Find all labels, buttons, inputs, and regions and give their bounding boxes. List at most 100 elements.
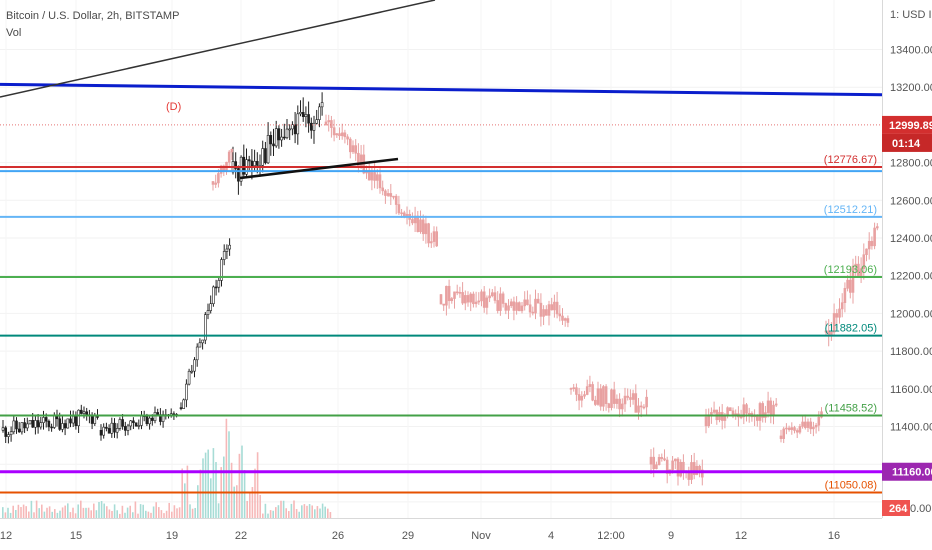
triangle-support-line[interactable]: [239, 157, 399, 180]
candle: [299, 112, 302, 115]
volume-bar: [61, 507, 64, 518]
candle: [211, 181, 215, 185]
current-price-value: 12999.89: [889, 120, 932, 132]
candle: [250, 160, 254, 167]
candle: [411, 219, 414, 224]
candle: [115, 428, 119, 433]
candle: [812, 426, 815, 430]
price-tick-label: 11400.00: [890, 422, 932, 434]
candle: [795, 430, 799, 433]
volume-value: 264: [889, 503, 908, 515]
candle: [710, 412, 713, 416]
candle: [493, 292, 497, 301]
price-tick-label: 11600.00: [890, 384, 932, 396]
candle: [830, 331, 833, 335]
candle: [453, 291, 456, 299]
candle: [217, 280, 221, 288]
candle: [779, 435, 783, 439]
volume-bar: [301, 505, 303, 518]
candle: [445, 285, 448, 306]
volume-bar: [158, 507, 160, 518]
volume-bar: [230, 462, 233, 518]
candle: [607, 403, 611, 408]
candle: [761, 403, 765, 418]
candle: [692, 462, 696, 475]
candle: [817, 416, 821, 426]
candle: [201, 339, 204, 344]
candle: [190, 370, 194, 373]
volume-bar: [243, 469, 246, 518]
volume-bar: [139, 504, 142, 518]
candle: [332, 127, 336, 136]
volume-bar: [178, 507, 181, 518]
candle: [4, 427, 7, 437]
volume-bar: [87, 507, 90, 518]
countdown-tag: [882, 133, 932, 152]
candle: [58, 418, 62, 430]
candle: [531, 311, 535, 314]
candle: [610, 389, 613, 408]
volume-bar: [106, 506, 108, 518]
rising-trendline[interactable]: [0, 0, 436, 98]
candle: [375, 174, 379, 181]
volume-bar: [329, 512, 332, 518]
candle: [854, 263, 858, 267]
candle: [219, 165, 223, 174]
candle: [124, 426, 127, 431]
candle: [52, 415, 56, 428]
candle: [234, 161, 237, 169]
candle: [132, 420, 135, 424]
current-price-tag: [882, 115, 932, 134]
candle: [145, 416, 149, 425]
volume-bar: [132, 512, 134, 518]
candle: [615, 398, 619, 404]
symbol-title[interactable]: Bitcoin / U.S. Dollar, 2h, BITSTAMP: [6, 10, 180, 22]
time-axis-panel[interactable]: [0, 518, 932, 550]
candle: [338, 133, 341, 137]
volume-bar: [319, 508, 321, 518]
price-tick-label: 13400.00: [890, 45, 932, 57]
candle: [214, 286, 218, 289]
volume-bar: [67, 503, 69, 518]
candle: [17, 428, 21, 433]
candle: [469, 293, 473, 303]
volume-bar: [116, 510, 118, 518]
price-tick-label: 12000.00: [890, 308, 932, 320]
price-tick-label: 11800.00: [890, 346, 932, 358]
candle: [463, 295, 467, 304]
volume-bar: [137, 513, 139, 518]
candle: [671, 460, 674, 471]
volume-bar: [327, 508, 329, 518]
candle: [301, 112, 305, 117]
candle: [153, 412, 157, 421]
candle: [485, 297, 489, 308]
candle: [482, 291, 486, 308]
candle: [242, 156, 246, 175]
candle: [798, 426, 802, 433]
candle: [327, 120, 331, 123]
candle: [477, 300, 481, 303]
volume-bar: [194, 507, 196, 518]
candle: [69, 418, 72, 424]
candle: [93, 414, 97, 424]
candle: [712, 409, 716, 413]
candle: [307, 114, 310, 124]
volume-bar: [134, 501, 137, 518]
volume-bar: [168, 502, 170, 518]
volume-indicator-title[interactable]: Vol: [6, 27, 22, 39]
candle: [618, 398, 621, 410]
volume-bar: [150, 512, 152, 518]
volume-bar: [38, 508, 40, 518]
volume-bar: [20, 507, 22, 518]
candle: [509, 301, 513, 307]
volume-bar: [262, 513, 264, 518]
price-axis-panel[interactable]: [882, 0, 932, 550]
resistance-blue-line[interactable]: [0, 82, 883, 97]
candle: [488, 295, 491, 299]
candle: [61, 423, 64, 430]
candle: [774, 403, 778, 406]
candle: [838, 308, 841, 318]
time-tick-label: 4: [548, 530, 554, 542]
